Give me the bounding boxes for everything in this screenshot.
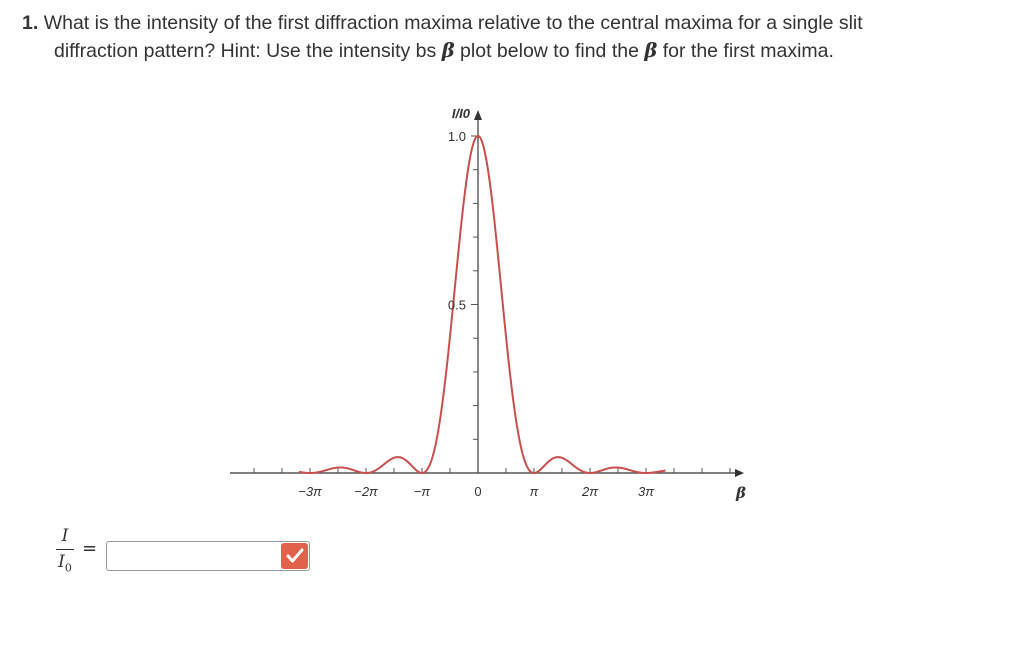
question-line2-c: for the first maxima. xyxy=(657,40,834,62)
y-axis-arrow xyxy=(474,110,482,120)
check-answer-button[interactable] xyxy=(281,543,308,569)
x-tick-label: −2π xyxy=(354,484,378,499)
beta-symbol: β xyxy=(441,39,455,62)
x-axis-arrow xyxy=(735,469,744,477)
question-line2-a: diffraction pattern? Hint: Use the inten… xyxy=(54,40,442,62)
fraction-numerator: I xyxy=(61,526,69,546)
fraction-bar xyxy=(56,549,74,551)
y-axis-label: I/I0 xyxy=(452,106,471,121)
intensity-ratio-label: I I0 xyxy=(50,526,80,575)
x-tick-label: 0 xyxy=(474,484,481,499)
intensity-curve-layer xyxy=(298,135,666,475)
x-axis-label: β xyxy=(735,484,746,502)
fraction-denominator: I0 xyxy=(58,552,72,575)
x-tick-label: −π xyxy=(414,484,431,499)
question-line1: What is the intensity of the first diffr… xyxy=(43,12,863,34)
beta-symbol: β xyxy=(644,39,658,62)
question-line2-b: plot below to find the xyxy=(454,40,645,62)
intensity-curve xyxy=(298,135,666,475)
fraction-denominator-sub: 0 xyxy=(64,561,72,575)
checkmark-icon xyxy=(286,548,303,563)
x-tick-label: −3π xyxy=(298,484,322,499)
y-tick-label: 1.0 xyxy=(448,129,466,144)
question-number: 1. xyxy=(22,12,39,34)
question-line2: diffraction pattern? Hint: Use the inten… xyxy=(22,37,1002,65)
y-tick-label: 0.5 xyxy=(448,298,466,313)
answer-input[interactable] xyxy=(106,541,310,571)
x-tick-label: 3π xyxy=(638,484,654,499)
question-text: 1. What is the intensity of the first di… xyxy=(22,10,1002,65)
fraction-denominator-letter: I xyxy=(58,552,65,573)
plot-labels: −3π −2π −π 0 π 2π 3π 1.0 0.5 I/I0 β xyxy=(298,106,746,502)
equals-sign: = xyxy=(82,538,98,559)
x-tick-label: 2π xyxy=(581,484,598,499)
x-tick-label: π xyxy=(530,484,539,499)
